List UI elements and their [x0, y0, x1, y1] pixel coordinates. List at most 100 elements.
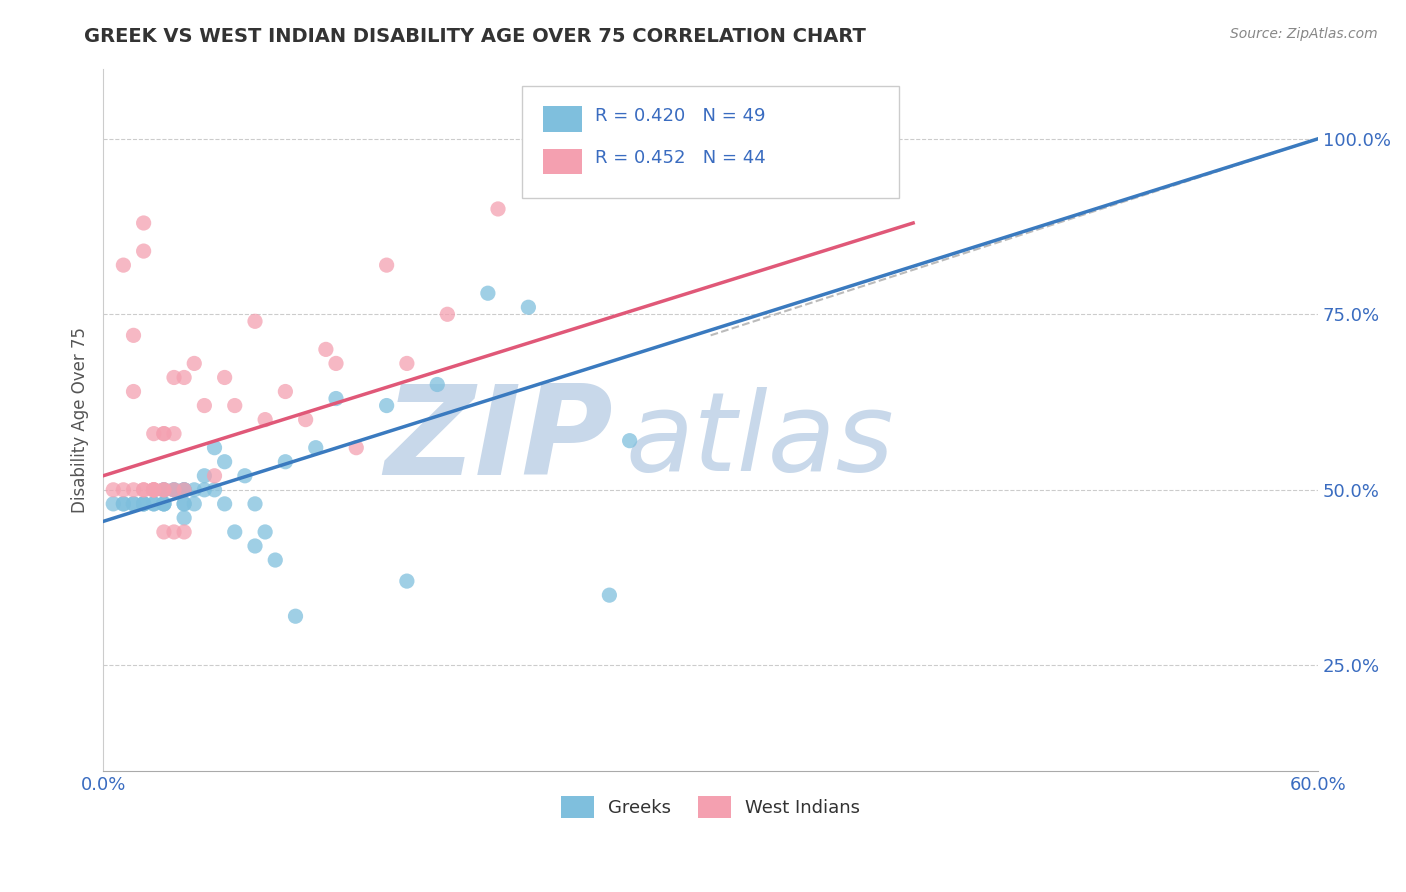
Point: [142, 426, 165, 441]
Point: [122, 328, 145, 343]
Point: [132, 497, 155, 511]
Point: [142, 483, 165, 497]
Point: [153, 483, 176, 497]
Point: [214, 370, 236, 384]
Point: [214, 497, 236, 511]
Text: R = 0.452   N = 44: R = 0.452 N = 44: [595, 149, 766, 168]
Point: [204, 441, 226, 455]
Point: [183, 497, 205, 511]
Point: [344, 441, 367, 455]
Text: R = 0.420   N = 49: R = 0.420 N = 49: [595, 107, 766, 125]
Point: [132, 216, 155, 230]
Point: [204, 483, 226, 497]
Text: ZIP: ZIP: [385, 380, 613, 501]
Point: [173, 497, 195, 511]
Point: [243, 497, 266, 511]
Point: [183, 356, 205, 370]
Text: atlas: atlas: [626, 387, 894, 494]
Point: [173, 483, 195, 497]
Y-axis label: Disability Age Over 75: Disability Age Over 75: [72, 326, 89, 513]
Point: [173, 483, 195, 497]
Point: [163, 370, 186, 384]
Point: [173, 497, 195, 511]
Point: [112, 258, 135, 272]
Point: [305, 441, 328, 455]
Point: [233, 468, 256, 483]
Point: [294, 412, 316, 426]
Point: [193, 483, 215, 497]
Point: [204, 468, 226, 483]
Point: [426, 377, 449, 392]
Point: [132, 244, 155, 258]
Point: [163, 483, 186, 497]
Point: [173, 370, 195, 384]
Point: [112, 497, 135, 511]
Point: [153, 483, 176, 497]
Point: [153, 483, 176, 497]
Point: [132, 483, 155, 497]
Point: [132, 483, 155, 497]
Point: [132, 497, 155, 511]
FancyBboxPatch shape: [522, 86, 898, 198]
Point: [436, 307, 458, 321]
Point: [103, 483, 125, 497]
Point: [173, 483, 195, 497]
Point: [153, 497, 176, 511]
Point: [122, 497, 145, 511]
Point: [243, 539, 266, 553]
Bar: [543, 106, 582, 132]
Point: [173, 524, 195, 539]
Point: [163, 483, 186, 497]
Point: [315, 343, 337, 357]
Point: [477, 286, 499, 301]
Text: GREEK VS WEST INDIAN DISABILITY AGE OVER 75 CORRELATION CHART: GREEK VS WEST INDIAN DISABILITY AGE OVER…: [84, 27, 866, 45]
Point: [274, 455, 297, 469]
Point: [103, 497, 125, 511]
Point: [638, 132, 661, 146]
Point: [486, 202, 509, 216]
Point: [122, 483, 145, 497]
Point: [264, 553, 287, 567]
Point: [325, 356, 347, 370]
Point: [153, 497, 176, 511]
Point: [163, 483, 186, 497]
Point: [112, 483, 135, 497]
Point: [132, 497, 155, 511]
Point: [274, 384, 297, 399]
Point: [142, 483, 165, 497]
Bar: [543, 149, 582, 174]
Point: [224, 524, 246, 539]
Point: [112, 497, 135, 511]
Point: [153, 524, 176, 539]
Point: [153, 426, 176, 441]
Point: [659, 132, 682, 146]
Point: [142, 497, 165, 511]
Point: [142, 483, 165, 497]
Point: [193, 399, 215, 413]
Point: [517, 300, 540, 314]
Point: [284, 609, 307, 624]
Point: [173, 511, 195, 525]
Point: [395, 356, 418, 370]
Point: [224, 399, 246, 413]
Point: [153, 426, 176, 441]
Point: [254, 524, 277, 539]
Point: [375, 258, 398, 272]
Point: [122, 497, 145, 511]
Point: [173, 483, 195, 497]
Point: [598, 588, 620, 602]
Point: [153, 483, 176, 497]
Text: Source: ZipAtlas.com: Source: ZipAtlas.com: [1230, 27, 1378, 41]
Point: [163, 524, 186, 539]
Point: [153, 497, 176, 511]
Point: [619, 434, 641, 448]
Point: [122, 384, 145, 399]
Legend: Greeks, West Indians: Greeks, West Indians: [554, 789, 868, 825]
Point: [325, 392, 347, 406]
Point: [243, 314, 266, 328]
Point: [375, 399, 398, 413]
Point: [142, 483, 165, 497]
Point: [254, 412, 277, 426]
Point: [163, 426, 186, 441]
Point: [183, 483, 205, 497]
